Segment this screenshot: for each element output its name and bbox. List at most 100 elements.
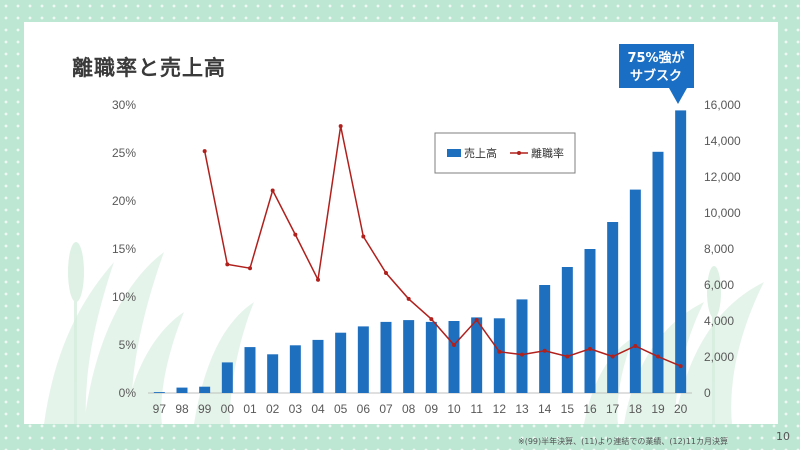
right-tick-label: 4,000 (704, 314, 734, 328)
x-tick-label: 08 (402, 402, 416, 416)
x-tick-label: 03 (289, 402, 303, 416)
left-tick-label: 5% (119, 338, 137, 352)
x-tick-label: 10 (447, 402, 461, 416)
legend: 売上高 離職率 (434, 132, 576, 174)
bar (471, 317, 483, 393)
legend-swatch-bar (447, 149, 461, 157)
line-point (452, 343, 456, 347)
x-tick-label: 02 (266, 402, 280, 416)
x-tick-label: 17 (606, 402, 620, 416)
bar (357, 326, 369, 393)
left-tick-label: 20% (112, 194, 136, 208)
legend-swatch-marker (517, 151, 521, 155)
line-point (588, 346, 592, 351)
x-tick-label: 04 (311, 402, 325, 416)
line-point (361, 234, 366, 239)
bar (629, 189, 641, 393)
line-path (203, 125, 681, 367)
x-tick-label: 12 (493, 402, 507, 416)
x-tick-label: 97 (153, 402, 167, 416)
line-point (633, 343, 638, 348)
left-tick-label: 25% (112, 146, 136, 160)
slide-title: 離職率と売上高 (72, 56, 226, 80)
bar (493, 318, 505, 393)
x-tick-label: 11 (470, 402, 483, 416)
legend-label-bar: 売上高 (464, 146, 497, 160)
bar (403, 320, 415, 393)
line-point (202, 149, 207, 154)
line-point (497, 349, 502, 354)
line-point (520, 352, 524, 357)
x-tick-label: 20 (674, 402, 688, 416)
line-series (202, 124, 683, 369)
bar (448, 321, 460, 393)
x-tick-label: 15 (561, 402, 575, 416)
line-point (406, 296, 411, 301)
right-tick-label: 14,000 (704, 134, 741, 148)
x-axis: 97 98 99 00 01 02 03 04 05 06 07 08 09 10 11 12 13 14 15 16… (153, 402, 688, 416)
bar (539, 285, 551, 393)
bar-series (153, 110, 687, 394)
x-tick-label: 07 (379, 402, 393, 416)
x-tick-label: 98 (175, 402, 189, 416)
bar (176, 387, 188, 393)
x-tick-label: 09 (425, 402, 439, 416)
bar (675, 110, 687, 394)
x-tick-label: 13 (515, 402, 529, 416)
right-tick-label: 6,000 (704, 278, 734, 292)
callout-shape (619, 44, 694, 104)
bar (516, 299, 528, 393)
bar (153, 392, 165, 393)
line-point (316, 277, 320, 282)
line-point (225, 262, 230, 267)
x-tick-label: 14 (538, 402, 552, 416)
legend-label-line: 離職率 (531, 146, 564, 160)
callout-line-2: サブスク (630, 68, 682, 84)
right-tick-label: 0 (704, 386, 711, 400)
x-tick-label: 99 (198, 402, 212, 416)
bar (289, 345, 301, 393)
bar (584, 249, 596, 393)
bar (607, 222, 619, 393)
left-tick-label: 0% (119, 386, 137, 400)
bar (335, 332, 347, 393)
x-tick-label: 01 (243, 402, 257, 416)
bar (267, 354, 279, 393)
right-tick-label: 2,000 (704, 350, 734, 364)
line-point (610, 354, 615, 359)
x-tick-label: 05 (334, 402, 348, 416)
right-tick-label: 12,000 (704, 170, 741, 184)
right-tick-label: 10,000 (704, 206, 741, 220)
x-tick-label: 16 (583, 402, 597, 416)
line-point (678, 364, 683, 369)
line-point (565, 354, 570, 359)
line-point (293, 232, 298, 237)
line-point (338, 124, 343, 129)
line-point (656, 354, 660, 359)
bar (244, 347, 256, 393)
footnote: ※(99)半年決算、(11)より連結での業績、(12)11カ月決算 (518, 437, 728, 446)
line-point (542, 348, 547, 353)
left-tick-label: 15% (112, 242, 136, 256)
page-number: 10 (776, 430, 790, 443)
right-tick-label: 16,000 (704, 98, 741, 112)
line-point (248, 266, 252, 271)
x-tick-label: 00 (221, 402, 235, 416)
x-tick-label: 19 (651, 402, 665, 416)
bar (561, 267, 573, 393)
bar (380, 321, 392, 393)
left-tick-label: 10% (112, 290, 136, 304)
left-axis: 0% 5% 10% 15% 20% 25% 30% (112, 98, 136, 400)
right-axis: 0 2,000 4,000 6,000 8,000 10,000 12,000 14,000 1… (704, 98, 741, 400)
x-tick-label: 06 (357, 402, 371, 416)
right-tick-label: 8,000 (704, 242, 734, 256)
line-point (429, 317, 434, 322)
callout: 75%強が サブスク (619, 44, 694, 104)
left-tick-label: 30% (112, 98, 136, 112)
line-point (384, 271, 388, 275)
bar (199, 386, 211, 393)
bar (221, 362, 233, 393)
bar (652, 151, 664, 393)
x-tick-label: 18 (629, 402, 643, 416)
